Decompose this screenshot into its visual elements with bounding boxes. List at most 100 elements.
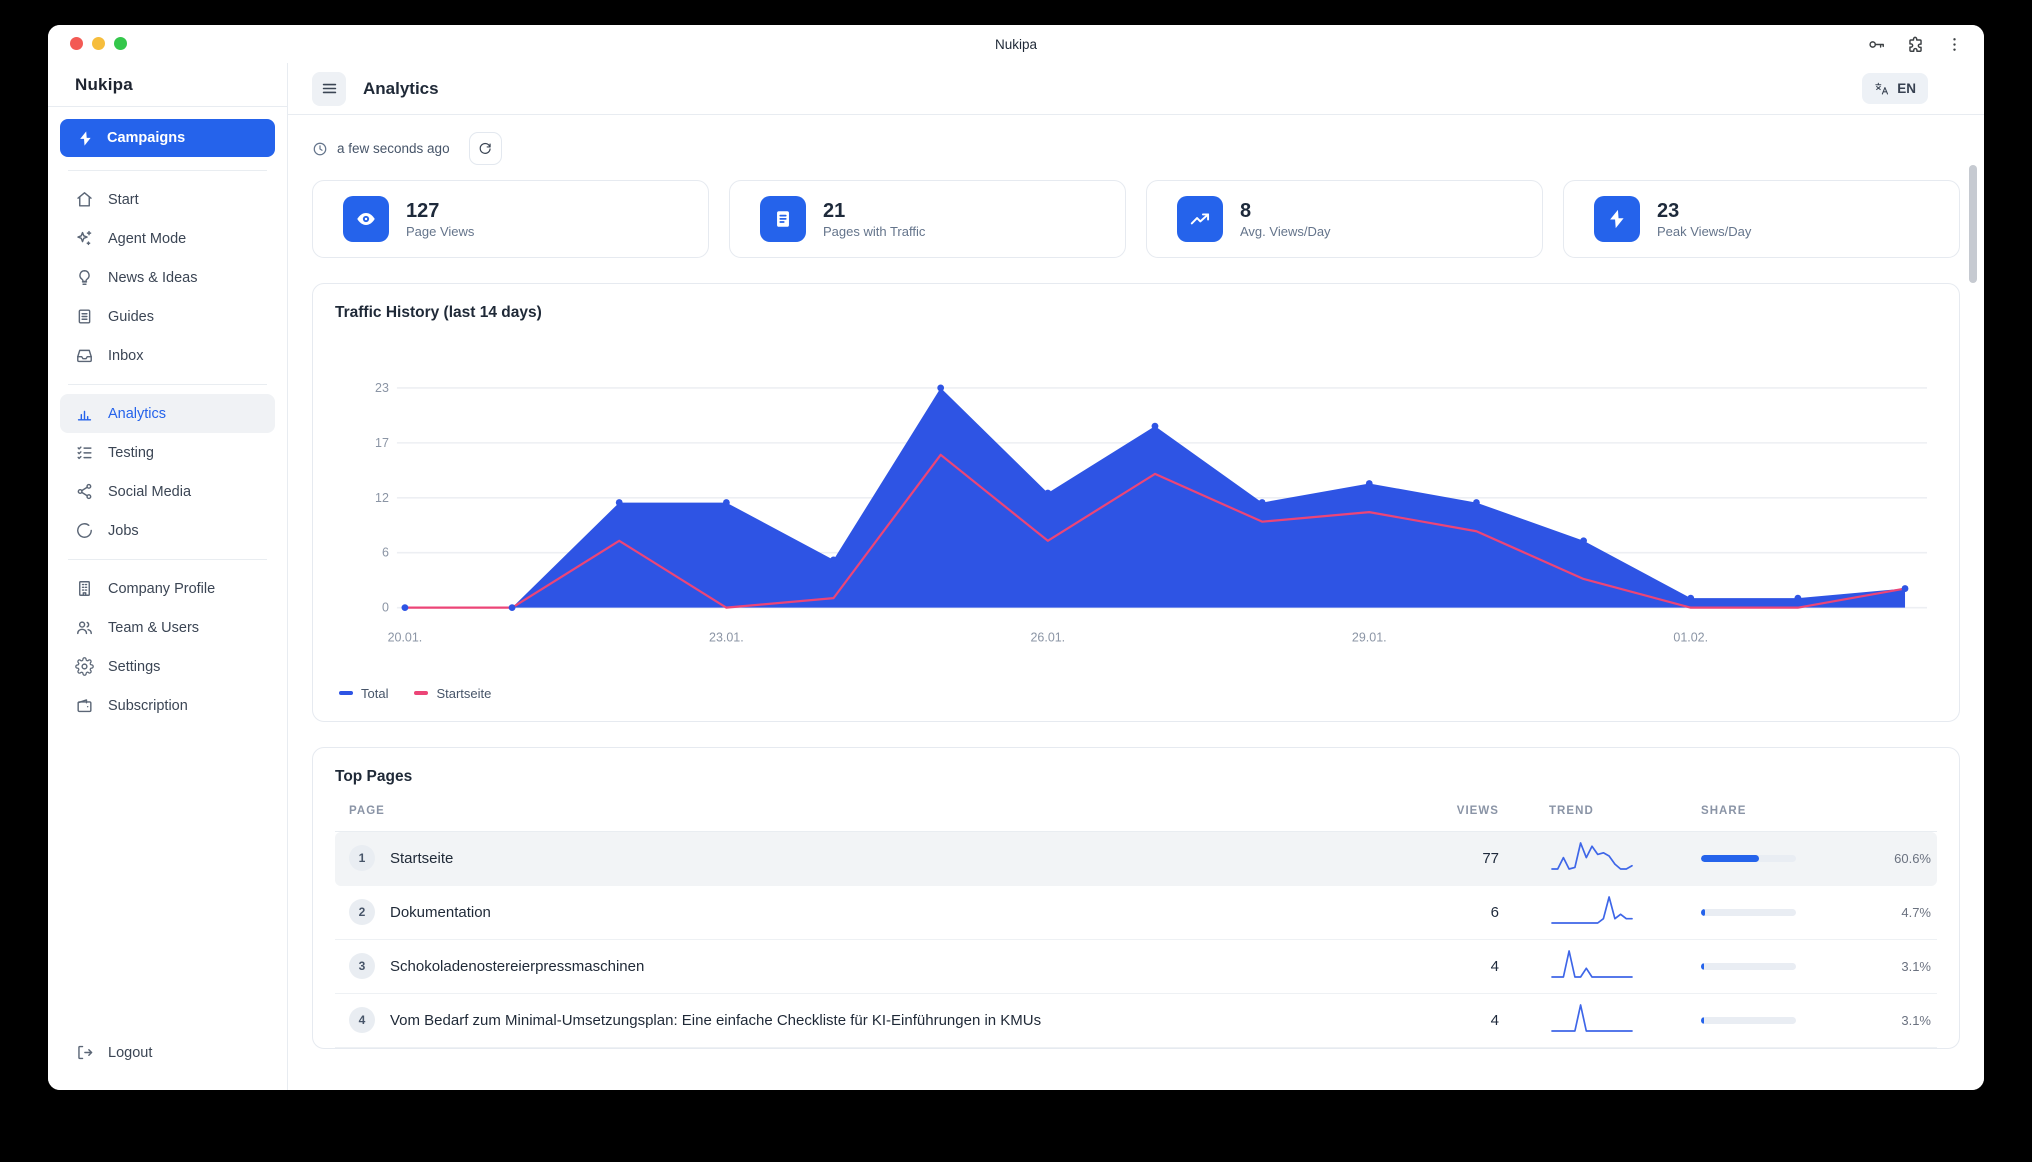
sidebar-item-jobs[interactable]: Jobs bbox=[60, 511, 275, 550]
share-icon bbox=[75, 482, 94, 501]
close-window-button[interactable] bbox=[70, 37, 83, 50]
rank-badge: 3 bbox=[349, 953, 375, 980]
sidebar-item-agent-mode[interactable]: Agent Mode bbox=[60, 219, 275, 258]
sidebar-item-testing[interactable]: Testing bbox=[60, 433, 275, 472]
legend-swatch bbox=[414, 691, 429, 695]
sidebar-nav: Start Agent Mode News & Ideas Guides Inbox An… bbox=[48, 171, 287, 734]
logout-button[interactable]: Logout bbox=[60, 1033, 275, 1072]
svg-text:26.01.: 26.01. bbox=[1030, 631, 1065, 645]
stat-value: 21 bbox=[823, 200, 846, 222]
sidebar-item-news-ideas[interactable]: News & Ideas bbox=[60, 258, 275, 297]
pin-icon[interactable] bbox=[247, 75, 267, 95]
table-body: 1 Startseite 77 60.6% 2 Dokumentation 6 4.7% 3 Sc… bbox=[335, 831, 1937, 1048]
menu-icon bbox=[320, 79, 339, 98]
sidebar-item-label: Start bbox=[108, 191, 139, 208]
column-header-page: PAGE bbox=[349, 805, 385, 818]
sidebar-item-settings[interactable]: Settings bbox=[60, 647, 275, 686]
language-switcher-button[interactable]: EN bbox=[1862, 73, 1928, 104]
rank-badge: 1 bbox=[349, 845, 375, 872]
zoom-window-button[interactable] bbox=[114, 37, 127, 50]
bulb-icon bbox=[75, 268, 94, 287]
stat-label: Peak Views/Day bbox=[1657, 224, 1752, 239]
table-row[interactable]: 4 Vom Bedarf zum Minimal-Umsetzungsplan: … bbox=[335, 994, 1937, 1048]
gear-icon bbox=[75, 657, 94, 676]
svg-text:20.01.: 20.01. bbox=[388, 631, 423, 645]
app-window: Nukipa Nukipa Campaigns Start Agent Mode N… bbox=[48, 25, 1984, 1090]
eye-icon bbox=[343, 196, 389, 242]
legend-item-startseite: Startseite bbox=[414, 686, 491, 701]
logout-icon bbox=[75, 1043, 94, 1062]
refresh-button[interactable] bbox=[468, 132, 502, 165]
stat-label: Avg. Views/Day bbox=[1240, 224, 1331, 239]
stat-label: Page Views bbox=[406, 224, 475, 239]
sidebar-item-subscription[interactable]: Subscription bbox=[60, 686, 275, 725]
divider bbox=[68, 559, 267, 560]
stat-card-peak-views-day: 23 Peak Views/Day bbox=[1563, 180, 1960, 258]
sidebar-item-label: Guides bbox=[108, 308, 154, 325]
legend-swatch bbox=[339, 691, 353, 695]
users-icon bbox=[75, 618, 94, 637]
share-bar bbox=[1701, 908, 1796, 916]
hamburger-menu-button[interactable] bbox=[312, 71, 346, 106]
stat-value: 127 bbox=[406, 200, 440, 222]
key-icon[interactable] bbox=[1867, 35, 1886, 54]
sidebar-item-label: Testing bbox=[108, 444, 154, 461]
share-bar bbox=[1701, 962, 1796, 970]
sidebar-item-label: Jobs bbox=[108, 522, 139, 539]
table-row[interactable]: 1 Startseite 77 60.6% bbox=[335, 831, 1937, 886]
stat-label: Pages with Traffic bbox=[823, 224, 926, 239]
legend-label: Startseite bbox=[436, 685, 492, 701]
wallet-icon bbox=[75, 696, 94, 715]
share-percent: 3.1% bbox=[1901, 1012, 1931, 1028]
scrollbar-thumb[interactable] bbox=[1969, 165, 1977, 283]
stat-value: 23 bbox=[1657, 200, 1680, 222]
sidebar-item-campaigns[interactable]: Campaigns bbox=[60, 119, 275, 157]
refresh-icon bbox=[477, 141, 493, 157]
sidebar-item-label: Agent Mode bbox=[108, 230, 187, 247]
sidebar-item-company-profile[interactable]: Company Profile bbox=[60, 569, 275, 608]
sidebar-item-start[interactable]: Start bbox=[60, 180, 275, 219]
page-name: Schokoladenostereierpressmaschinen bbox=[390, 957, 645, 975]
building-icon bbox=[75, 579, 94, 598]
sidebar-item-social-media[interactable]: Social Media bbox=[60, 472, 275, 511]
sidebar-item-label: Team & Users bbox=[108, 619, 200, 636]
window-title: Nukipa bbox=[994, 36, 1038, 52]
zap-icon bbox=[77, 130, 94, 147]
sidebar-item-label: Campaigns bbox=[107, 130, 186, 146]
minimize-window-button[interactable] bbox=[92, 37, 105, 50]
bar-chart-icon bbox=[75, 404, 94, 423]
table-row[interactable]: 2 Dokumentation 6 4.7% bbox=[335, 886, 1937, 940]
sidebar-item-label: Company Profile bbox=[108, 580, 216, 597]
divider bbox=[68, 384, 267, 385]
rank-badge: 4 bbox=[349, 1007, 375, 1034]
brand-title: Nukipa bbox=[75, 74, 133, 94]
sidebar-item-label: Settings bbox=[108, 658, 161, 675]
table-row[interactable]: 3 Schokoladenostereierpressmaschinen 4 3.1% bbox=[335, 940, 1937, 994]
sidebar-item-inbox[interactable]: Inbox bbox=[60, 336, 275, 375]
sidebar-item-analytics[interactable]: Analytics bbox=[60, 394, 275, 433]
loader-icon bbox=[75, 521, 94, 540]
views-value: 4 bbox=[1490, 1011, 1499, 1029]
puzzle-icon[interactable] bbox=[1906, 35, 1925, 54]
svg-text:17: 17 bbox=[375, 436, 389, 450]
page-name: Startseite bbox=[390, 849, 454, 867]
sidebar-item-team-users[interactable]: Team & Users bbox=[60, 608, 275, 647]
sidebar-item-label: Inbox bbox=[108, 347, 144, 364]
top-pages-title: Top Pages bbox=[335, 767, 413, 785]
page-name: Dokumentation bbox=[390, 903, 491, 921]
sidebar-item-label: Analytics bbox=[108, 405, 167, 422]
titlebar-actions bbox=[1867, 25, 1964, 63]
divider bbox=[68, 170, 267, 171]
views-value: 4 bbox=[1490, 957, 1499, 975]
trend-sparkline bbox=[1551, 895, 1633, 924]
views-value: 6 bbox=[1490, 903, 1499, 921]
logout-label: Logout bbox=[108, 1044, 153, 1061]
checklist-icon bbox=[75, 443, 94, 462]
sidebar-item-guides[interactable]: Guides bbox=[60, 297, 275, 336]
svg-text:01.02.: 01.02. bbox=[1673, 631, 1708, 645]
column-header-trend: TREND bbox=[1549, 805, 1594, 818]
sidebar-item-label: Social Media bbox=[108, 483, 192, 500]
column-header-share: SHARE bbox=[1701, 805, 1747, 818]
dots-vertical-icon[interactable] bbox=[1945, 35, 1964, 54]
